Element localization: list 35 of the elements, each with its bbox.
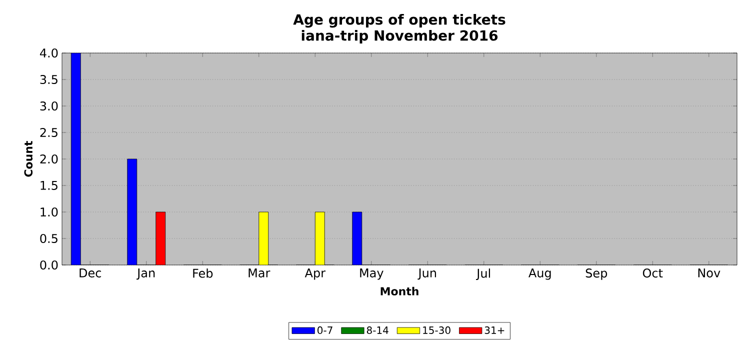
x-axis-title: Month — [380, 286, 418, 296]
x-tick-label: May — [360, 268, 384, 280]
y-tick-label: 1.5 — [40, 181, 58, 190]
bar — [127, 158, 138, 265]
bar — [314, 212, 325, 265]
bar — [71, 53, 81, 265]
legend-label: 15-30 — [423, 326, 450, 334]
y-tick-label: 3.0 — [40, 101, 58, 111]
y-tick-label: 0.5 — [40, 234, 58, 244]
x-tick-label: Jan — [136, 268, 155, 280]
chart-subtitle: iana-trip November 2016 — [302, 30, 498, 44]
x-tick-label: Jul — [476, 268, 490, 280]
x-tick-label: Apr — [304, 268, 326, 280]
y-tick-label: 3.5 — [40, 74, 58, 84]
y-tick-label: 4.0 — [40, 48, 58, 58]
legend-label: 31+ — [484, 326, 504, 334]
chart-title: Age groups of open tickets — [293, 14, 506, 28]
y-tick-label: 2.5 — [40, 128, 58, 138]
bar — [258, 212, 269, 265]
y-tick-label: 1.0 — [40, 207, 58, 217]
x-tick-label: Feb — [193, 268, 213, 278]
x-tick-label: Aug — [528, 268, 551, 280]
bar — [156, 212, 166, 265]
bar — [352, 212, 362, 265]
x-tick-label: Sep — [586, 268, 608, 280]
y-axis-title: Count — [24, 140, 33, 177]
x-tick-label: Mar — [248, 268, 270, 278]
x-tick-label: Oct — [642, 268, 663, 278]
y-tick-label: 0.0 — [40, 260, 58, 270]
legend-label: 8-14 — [366, 326, 388, 334]
x-tick-label: Dec — [80, 268, 101, 278]
legend-label: 0-7 — [318, 326, 332, 334]
x-tick-label: Jun — [418, 268, 436, 280]
x-tick-label: Nov — [698, 268, 720, 278]
y-tick-label: 2.0 — [40, 154, 58, 164]
